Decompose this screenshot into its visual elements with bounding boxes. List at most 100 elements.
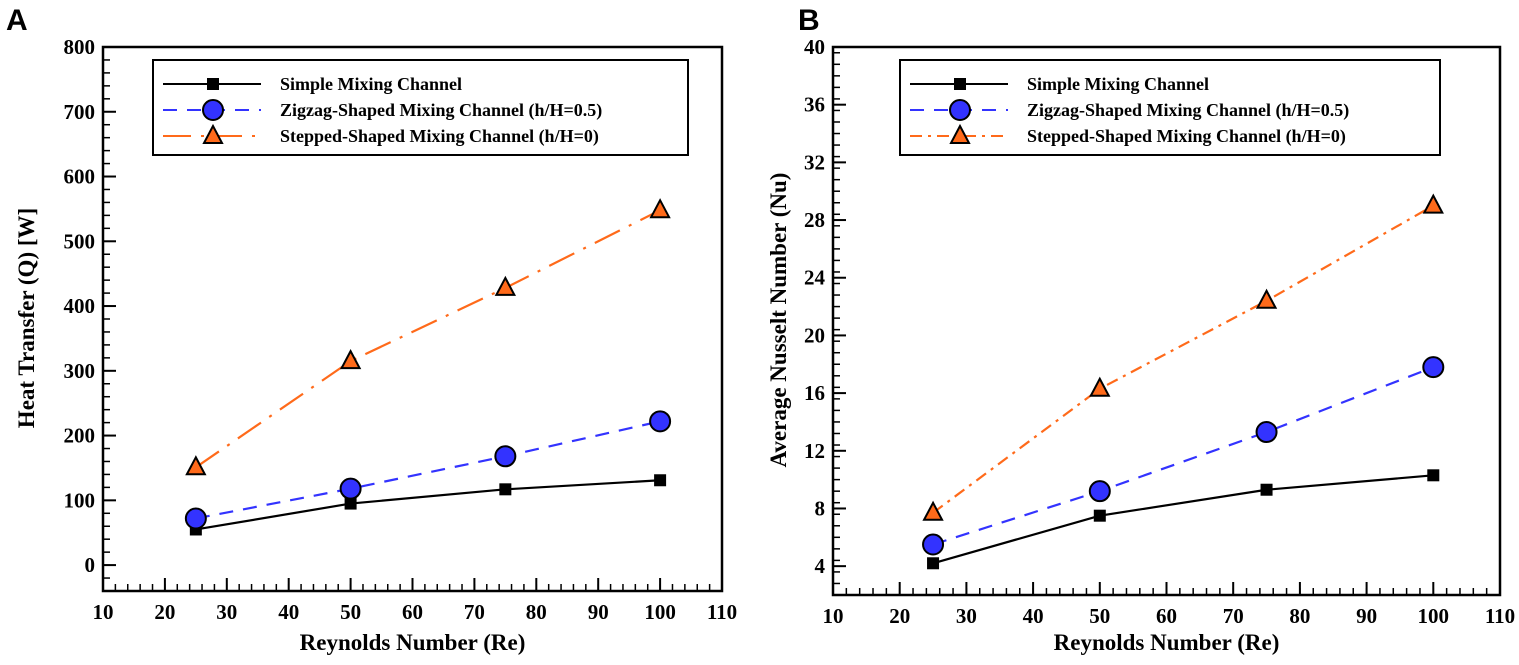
x-tick-label: 80	[1289, 604, 1310, 628]
y-tick-label: 500	[64, 229, 96, 253]
data-point-circle	[1422, 356, 1445, 379]
chart-panel-a: A 10 20 30 40 50 60 70 80 90 100 110 0 100 200 300 400 50…	[6, 4, 737, 655]
data-point-circle	[1255, 421, 1278, 444]
data-point-square	[344, 497, 357, 510]
x-tick-label: 20	[154, 600, 175, 624]
x-tick-label: 90	[1356, 604, 1377, 628]
x-tick-label: 110	[707, 600, 737, 624]
x-tick-label: 10	[93, 600, 114, 624]
data-point-triangle	[185, 455, 207, 476]
x-tick-label: 40	[278, 600, 299, 624]
x-tick-label: 100	[644, 600, 676, 624]
data-point-square	[927, 557, 940, 570]
y-axis-label: Average Nusselt Number (Nu)	[766, 173, 791, 468]
legend-item: Simple Mixing Channel	[910, 74, 1209, 94]
y-tick-label: 800	[64, 35, 96, 59]
y-tick-label: 24	[804, 266, 826, 290]
legend-label: Simple Mixing Channel	[280, 74, 462, 94]
x-tick-label: 30	[956, 604, 977, 628]
legend: Simple Mixing Channel Zigzag-Shaped Mixin…	[152, 59, 689, 156]
legend-marker-circle	[202, 99, 224, 121]
data-point-square	[1427, 469, 1440, 482]
x-axis-label: Reynolds Number (Re)	[300, 630, 526, 655]
legend-marker-square	[954, 78, 966, 90]
y-tick-label: 16	[804, 381, 825, 405]
legend-marker-square	[207, 78, 219, 90]
y-tick-label: 0	[85, 553, 96, 577]
data-point-triangle	[1255, 288, 1278, 309]
series-line	[932, 366, 1434, 546]
data-point-triangle	[339, 348, 362, 370]
data-point-triangle	[494, 275, 517, 296]
legend-marker-triangle	[949, 123, 971, 144]
series-stepped	[185, 198, 671, 476]
y-tick-label: 600	[64, 165, 96, 189]
data-point-square	[1093, 509, 1106, 522]
data-point-triangle	[922, 500, 944, 521]
y-tick-label: 28	[804, 208, 825, 232]
series-line	[932, 474, 1434, 565]
panel-label: B	[798, 4, 820, 37]
series-stepped	[922, 193, 1444, 521]
y-tick-label: 40	[804, 35, 825, 59]
x-tick-label: 20	[889, 604, 910, 628]
y-tick-label: 100	[64, 488, 96, 512]
legend-box	[152, 59, 689, 156]
x-tick-label: 100	[1418, 604, 1450, 628]
series-zigzag	[922, 356, 1445, 556]
y-tick-label: 20	[804, 323, 825, 347]
legend-item: Stepped-Shaped Mixing Channel (h/H=0)	[163, 123, 599, 147]
data-point-circle	[184, 507, 207, 530]
x-tick-label: 80	[526, 600, 547, 624]
series-zigzag	[184, 410, 672, 530]
x-tick-label: 110	[1485, 604, 1515, 628]
legend-label: Zigzag-Shaped Mixing Channel (h/H=0.5)	[280, 100, 602, 121]
y-tick-label: 400	[64, 294, 96, 318]
y-tick-label: 700	[64, 100, 96, 124]
series-line	[195, 209, 661, 469]
legend-marker-circle	[949, 99, 971, 121]
series-simple	[189, 474, 667, 536]
legend-item: Zigzag-Shaped Mixing Channel (h/H=0.5)	[163, 99, 602, 121]
series-line	[195, 479, 661, 531]
data-point-triangle	[649, 198, 671, 219]
panel-label: A	[6, 4, 28, 37]
y-tick-label: 4	[815, 554, 826, 578]
data-point-square	[499, 483, 512, 496]
x-tick-label: 50	[340, 600, 361, 624]
data-point-circle	[649, 410, 672, 433]
y-tick-label: 200	[64, 424, 96, 448]
legend-label: Stepped-Shaped Mixing Channel (h/H=0)	[1027, 126, 1346, 147]
x-axis-label: Reynolds Number (Re)	[1054, 630, 1280, 655]
x-tick-label: 30	[216, 600, 237, 624]
data-point-triangle	[1422, 193, 1444, 214]
chart-panel-b: B 10 20 30 40 50 60 70 80 90 100 110 4 8 12 16 20 24 28 32 3…	[766, 4, 1515, 655]
series-line	[932, 204, 1434, 514]
data-point-circle	[922, 533, 945, 556]
y-tick-label: 300	[64, 359, 96, 383]
y-axis-label: Heat Transfer (Q) [W]	[14, 208, 39, 428]
legend-label: Simple Mixing Channel	[1027, 74, 1209, 94]
x-tick-label: 70	[1223, 604, 1244, 628]
data-point-triangle	[1089, 376, 1111, 397]
series-simple	[927, 469, 1440, 570]
data-point-square	[1260, 483, 1273, 496]
data-point-circle	[339, 477, 362, 500]
legend-label: Stepped-Shaped Mixing Channel (h/H=0)	[280, 126, 599, 147]
y-tick-label: 12	[804, 439, 825, 463]
x-tick-label: 60	[1156, 604, 1177, 628]
x-tick-label: 10	[823, 604, 844, 628]
x-tick-label: 90	[588, 600, 609, 624]
x-tick-label: 50	[1089, 604, 1110, 628]
x-tick-label: 60	[402, 600, 423, 624]
legend-item: Stepped-Shaped Mixing Channel (h/H=0)	[910, 123, 1346, 147]
y-tick-label: 36	[804, 93, 825, 117]
legend-box	[899, 59, 1441, 156]
data-point-circle	[1088, 480, 1111, 503]
data-point-circle	[494, 445, 517, 468]
legend: Simple Mixing Channel Zigzag-Shaped Mixin…	[899, 59, 1441, 156]
x-tick-label: 40	[1023, 604, 1044, 628]
legend-item: Simple Mixing Channel	[163, 74, 462, 94]
legend-label: Zigzag-Shaped Mixing Channel (h/H=0.5)	[1027, 100, 1349, 121]
